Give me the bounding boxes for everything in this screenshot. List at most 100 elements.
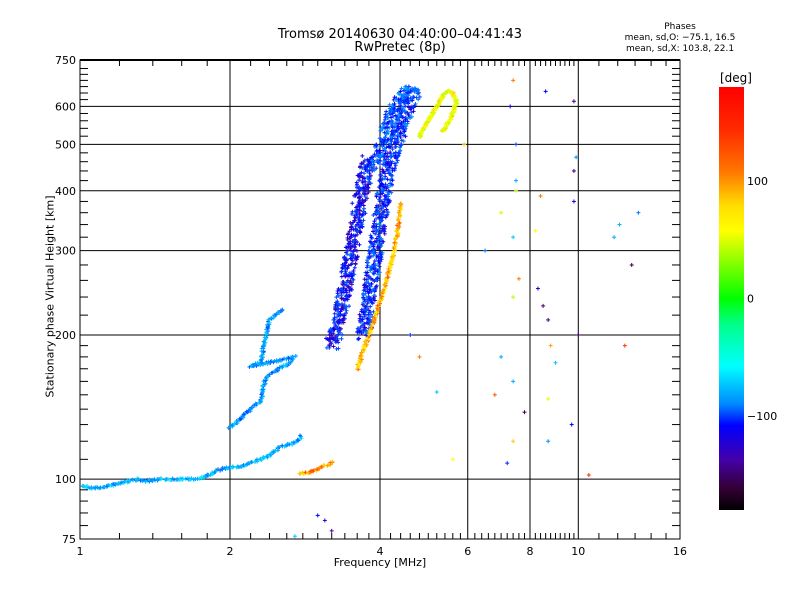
data-point bbox=[379, 206, 384, 211]
data-point bbox=[389, 132, 394, 137]
data-point bbox=[338, 330, 343, 335]
data-point bbox=[359, 170, 364, 175]
data-point bbox=[388, 150, 393, 155]
x-tick-label: 16 bbox=[673, 545, 687, 558]
data-point bbox=[383, 131, 388, 136]
data-point bbox=[377, 197, 382, 202]
data-point bbox=[514, 188, 519, 193]
y-tick-label: 400 bbox=[55, 185, 76, 198]
data-point bbox=[370, 154, 375, 159]
data-point bbox=[511, 235, 516, 240]
x-axis-label: Frequency [MHz] bbox=[333, 556, 427, 569]
data-point bbox=[376, 159, 381, 164]
data-point bbox=[372, 259, 377, 264]
data-point bbox=[386, 210, 391, 215]
data-point bbox=[293, 353, 298, 358]
data-point bbox=[343, 288, 348, 293]
data-point bbox=[367, 165, 372, 170]
data-point bbox=[378, 177, 383, 182]
data-point bbox=[586, 473, 591, 478]
data-point bbox=[516, 276, 521, 281]
data-point bbox=[269, 451, 274, 456]
data-point bbox=[384, 207, 389, 212]
data-point bbox=[337, 327, 342, 332]
data-point bbox=[234, 418, 239, 423]
data-point bbox=[363, 299, 368, 304]
data-point bbox=[327, 344, 332, 349]
data-point bbox=[389, 134, 394, 139]
data-point bbox=[216, 467, 221, 472]
data-point bbox=[417, 94, 422, 99]
data-point bbox=[402, 129, 407, 134]
data-point bbox=[391, 114, 396, 119]
data-point bbox=[359, 161, 364, 166]
data-point bbox=[280, 307, 285, 312]
data-point bbox=[629, 262, 634, 267]
colorbar bbox=[719, 87, 744, 510]
data-point bbox=[382, 193, 387, 198]
data-point bbox=[362, 198, 367, 203]
data-point bbox=[292, 534, 297, 539]
data-point bbox=[371, 287, 376, 292]
data-point bbox=[315, 513, 320, 518]
data-point bbox=[250, 405, 255, 410]
data-point bbox=[363, 304, 368, 309]
data-point bbox=[262, 335, 267, 340]
data-point bbox=[220, 465, 225, 470]
data-point bbox=[364, 280, 369, 285]
data-point bbox=[364, 307, 369, 312]
data-point bbox=[410, 98, 415, 103]
data-point bbox=[346, 231, 351, 236]
data-point bbox=[543, 89, 548, 94]
data-point bbox=[369, 298, 374, 303]
data-point bbox=[366, 260, 371, 265]
data-point bbox=[374, 203, 379, 208]
data-point bbox=[334, 295, 339, 300]
data-point bbox=[393, 163, 398, 168]
data-point bbox=[546, 439, 551, 444]
data-point bbox=[405, 110, 410, 115]
data-point bbox=[359, 220, 364, 225]
data-point bbox=[373, 266, 378, 271]
data-point bbox=[371, 271, 376, 276]
data-point bbox=[338, 287, 343, 292]
data-point bbox=[434, 390, 439, 395]
data-point bbox=[357, 316, 362, 321]
data-point bbox=[379, 244, 384, 249]
data-point bbox=[384, 140, 389, 145]
data-point bbox=[365, 270, 370, 275]
data-point bbox=[357, 178, 362, 183]
data-point bbox=[571, 199, 576, 204]
data-point bbox=[390, 166, 395, 171]
data-point bbox=[356, 336, 361, 341]
data-point bbox=[332, 311, 337, 316]
data-point bbox=[383, 151, 388, 156]
data-point bbox=[392, 136, 397, 141]
data-point bbox=[364, 273, 369, 278]
data-point bbox=[378, 192, 383, 197]
data-point bbox=[386, 192, 391, 197]
data-point bbox=[396, 133, 401, 138]
data-point bbox=[291, 440, 296, 445]
data-point bbox=[382, 209, 387, 214]
data-point bbox=[387, 171, 392, 176]
data-point bbox=[514, 178, 519, 183]
data-point bbox=[349, 224, 354, 229]
chart-subtitle: RwPretec (8p) bbox=[354, 40, 446, 55]
data-point bbox=[348, 272, 353, 277]
data-point bbox=[617, 222, 622, 227]
data-point bbox=[394, 144, 399, 149]
data-point bbox=[411, 94, 416, 99]
data-point bbox=[492, 392, 497, 397]
data-point bbox=[349, 253, 354, 258]
data-point bbox=[409, 114, 414, 119]
data-point bbox=[345, 266, 350, 271]
data-point bbox=[362, 171, 367, 176]
data-point bbox=[372, 168, 377, 173]
y-tick-label: 75 bbox=[62, 533, 76, 546]
data-point bbox=[402, 109, 407, 114]
y-axis-label: Stationary phase Virtual Height [km] bbox=[43, 195, 57, 398]
data-point bbox=[511, 379, 516, 384]
data-point bbox=[375, 228, 380, 233]
data-point bbox=[357, 329, 362, 334]
